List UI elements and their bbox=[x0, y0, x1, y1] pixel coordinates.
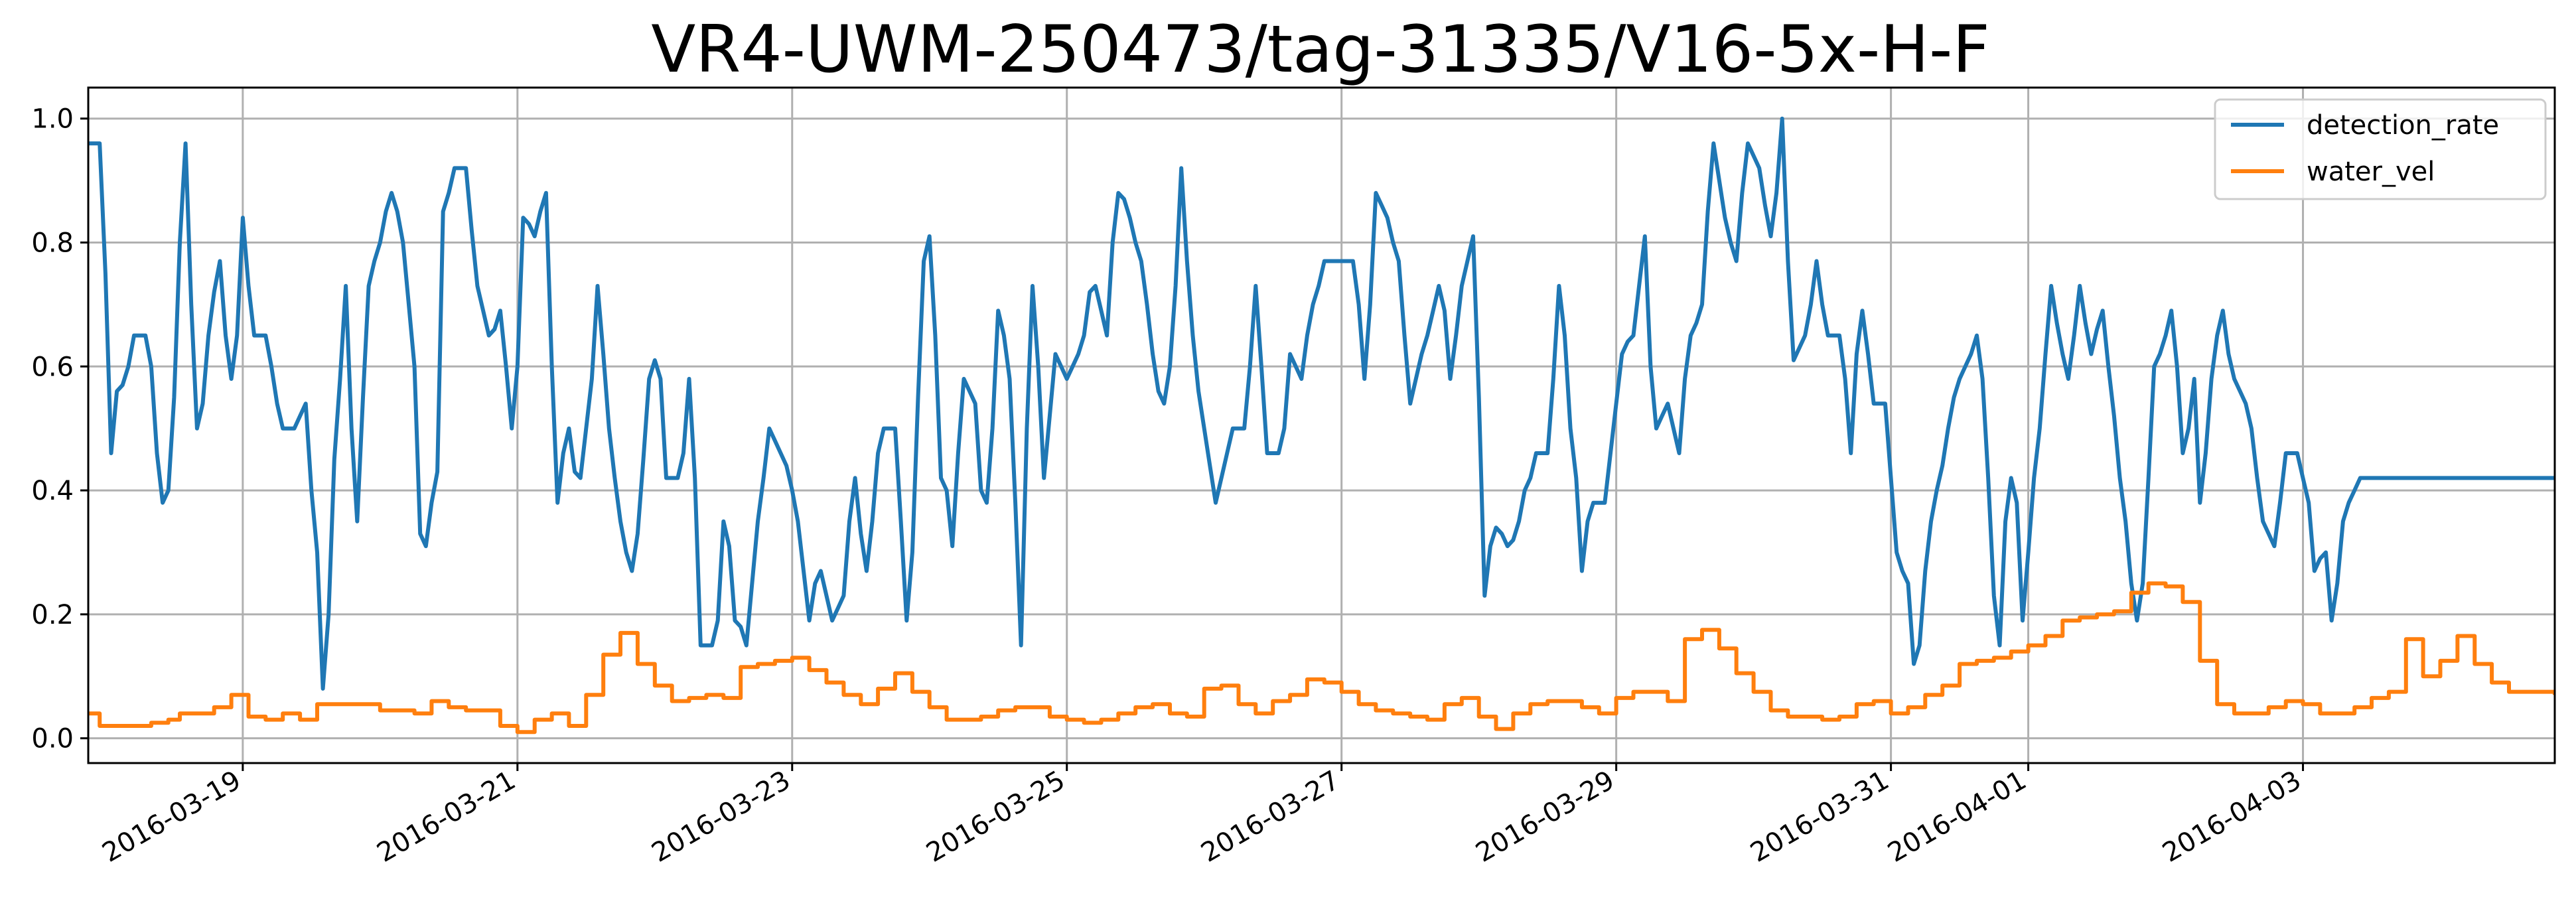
x-tick-label: 2016-04-03 bbox=[2157, 765, 2306, 869]
axes-frame bbox=[87, 86, 2556, 764]
legend-label-water-vel: water_vel bbox=[2307, 157, 2435, 187]
x-tick-label: 2016-03-31 bbox=[1745, 765, 1894, 869]
y-tick-label: 0.4 bbox=[31, 476, 74, 506]
y-tick-label: 1.0 bbox=[31, 104, 74, 135]
legend-label-detection-rate: detection_rate bbox=[2307, 110, 2499, 141]
y-tick-label: 0.0 bbox=[31, 724, 74, 754]
grid-lines bbox=[88, 88, 2555, 763]
series-line-detection-rate bbox=[88, 116, 2555, 691]
x-tick-label: 2016-03-19 bbox=[98, 765, 246, 869]
x-tick-label: 2016-03-29 bbox=[1470, 765, 1619, 869]
y-tick-label: 0.2 bbox=[31, 600, 74, 630]
y-tick-label: 0.8 bbox=[31, 228, 74, 258]
chart-title: VR4-UWM-250473/tag-31335/V16-5x-H-F bbox=[651, 12, 1990, 88]
x-tick-label: 2016-03-23 bbox=[646, 765, 795, 869]
series-layer bbox=[88, 116, 2555, 735]
y-axis: 0.0 0.2 0.4 0.6 0.8 1.0 bbox=[31, 104, 88, 754]
x-tick-label: 2016-03-25 bbox=[921, 765, 1070, 869]
series-line-water-vel bbox=[88, 581, 2555, 735]
legend-box bbox=[2214, 98, 2547, 200]
y-tick-label: 0.6 bbox=[31, 352, 74, 382]
x-tick-label: 2016-03-21 bbox=[372, 765, 520, 869]
x-axis: 2016-03-19 2016-03-21 2016-03-23 2016-03-25… bbox=[98, 763, 2307, 869]
legend: detection_rate water_vel bbox=[2214, 98, 2547, 200]
x-tick-label: 2016-04-01 bbox=[1883, 765, 2031, 869]
x-tick-label: 2016-03-27 bbox=[1196, 765, 1344, 869]
